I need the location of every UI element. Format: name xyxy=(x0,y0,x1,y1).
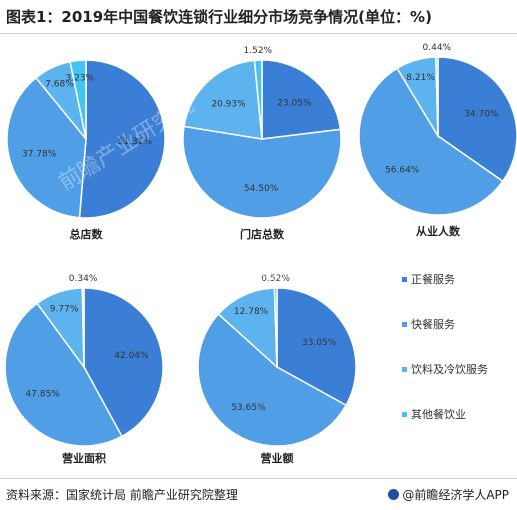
data-label: 12.78% xyxy=(234,307,269,317)
pie-slice xyxy=(81,287,85,368)
pie-1: 51.31% 37.78% 7.68%3.23% 总店数 xyxy=(6,59,166,241)
pie-slice xyxy=(182,125,342,219)
pie-title: 总店数 xyxy=(70,227,104,241)
pie-3: 34.70% 56.64% 8.21% 0.44% 从业人数 xyxy=(358,43,517,238)
footer-divider xyxy=(0,478,517,479)
pie-slice xyxy=(197,312,348,447)
legend-swatch xyxy=(402,412,407,417)
legend-label: 饮料及冷饮服务 xyxy=(411,362,488,376)
legend-swatch xyxy=(402,367,407,372)
data-label: 8.21% xyxy=(406,73,435,83)
data-label: 47.85% xyxy=(26,389,61,399)
data-label: 42.04% xyxy=(114,351,149,361)
pie-title: 从业人数 xyxy=(416,224,461,238)
pie-slice xyxy=(83,287,164,438)
pie-slice xyxy=(6,76,87,219)
pie-slice xyxy=(78,59,166,219)
pie-title: 门店总数 xyxy=(240,227,285,241)
data-label: 0.34% xyxy=(69,274,98,284)
legend-swatch xyxy=(402,277,407,282)
pie-slice xyxy=(4,302,123,447)
brand-text: @前瞻经济学人APP xyxy=(402,488,509,502)
data-label: 37.78% xyxy=(22,150,57,160)
pie-title: 营业额 xyxy=(261,451,294,465)
brand-credit: @前瞻经济学人APP xyxy=(388,486,509,503)
pie-slice xyxy=(183,59,263,140)
pie-4: 42.04% 47.85% 9.77% 0.34% 营业面积 xyxy=(4,274,164,465)
pie-slice xyxy=(437,56,517,183)
legend-label: 其他餐饮业 xyxy=(411,407,466,421)
pie-slice xyxy=(435,56,439,137)
legend-label: 快餐服务 xyxy=(411,317,455,331)
pie-slice xyxy=(358,67,504,216)
data-label: 3.23% xyxy=(66,74,95,84)
data-label: 51.31% xyxy=(118,137,153,147)
source-note: 资料来源：国家统计局 前瞻产业研究院整理 xyxy=(6,488,238,502)
brand-logo-icon xyxy=(388,489,400,500)
pie-slice xyxy=(273,287,278,368)
legend-swatch xyxy=(402,322,407,327)
data-label: 23.05% xyxy=(277,98,312,108)
pie-5: 33.05% 53.65% 12.78% 0.52% 营业额 xyxy=(197,274,357,465)
pie-2: 23.05% 54.50% 20.93% 1.52% 门店总数 xyxy=(182,46,342,241)
data-label: 34.70% xyxy=(464,109,499,119)
pie-title: 营业面积 xyxy=(62,451,106,465)
data-label: 53.65% xyxy=(231,403,266,413)
pie-slice xyxy=(217,287,278,369)
data-label: 33.05% xyxy=(302,338,337,348)
pie-slice xyxy=(253,59,263,140)
data-label: 54.50% xyxy=(244,184,279,194)
legend-label: 正餐服务 xyxy=(411,272,455,286)
title-divider xyxy=(0,33,517,34)
pie-slice xyxy=(261,59,342,140)
data-label: 1.52% xyxy=(244,46,273,56)
data-label: 0.44% xyxy=(423,43,452,53)
chart-title: 图表1：2019年中国餐饮连锁行业细分市场竞争情况(单位：%) xyxy=(6,8,432,26)
data-label: 0.52% xyxy=(261,274,290,284)
pie-slice xyxy=(69,59,87,140)
pie-slice xyxy=(276,287,357,407)
data-label: 20.93% xyxy=(211,99,246,109)
data-label: 9.77% xyxy=(50,305,79,315)
data-label: 7.68% xyxy=(45,79,74,89)
data-label: 56.64% xyxy=(385,166,420,176)
